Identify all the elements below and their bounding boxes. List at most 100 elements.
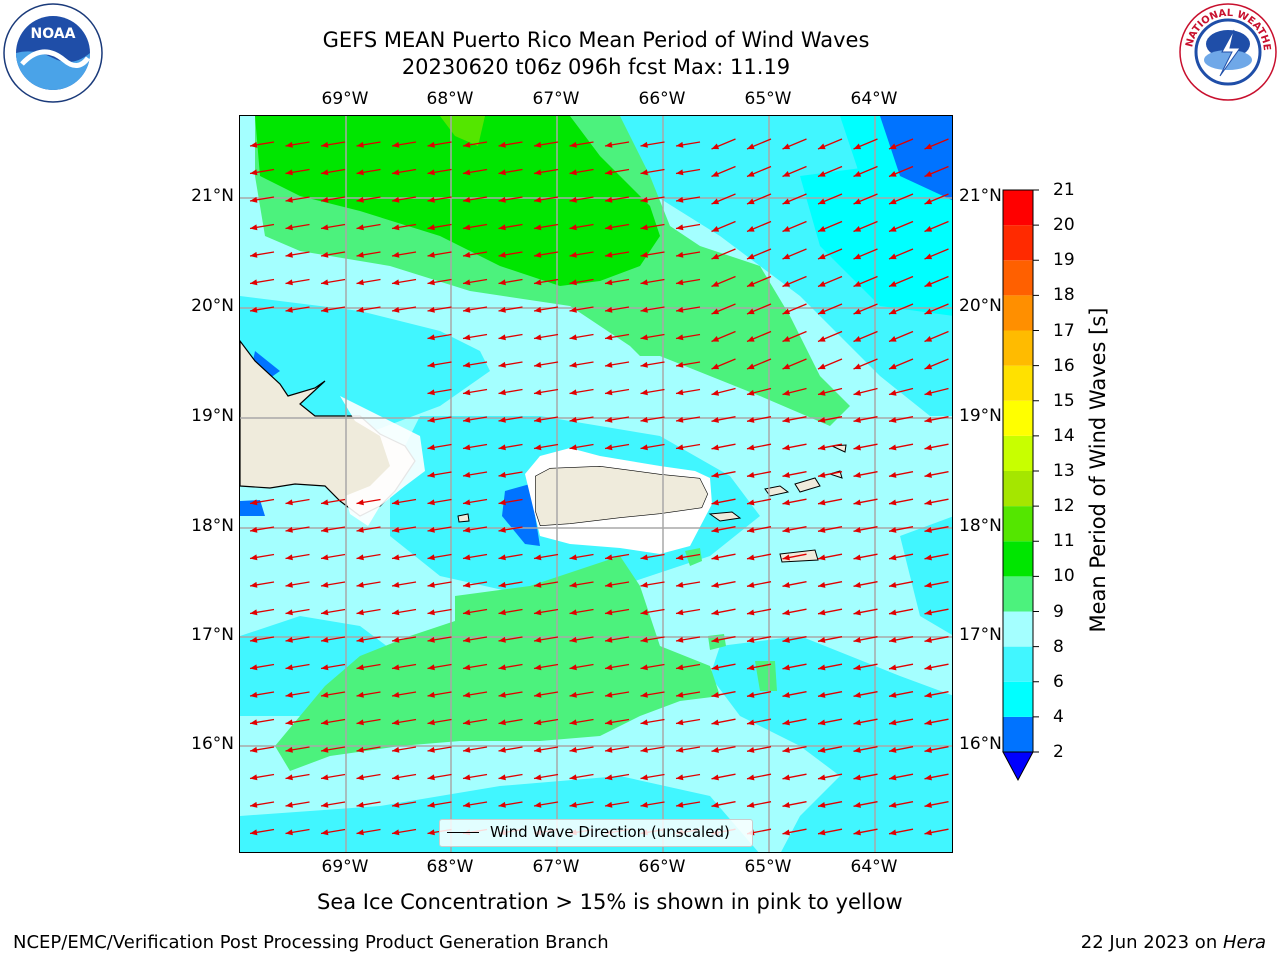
wind-arrow-head [818,389,826,396]
wind-arrow-head [605,279,613,286]
colorbar [1002,189,1039,782]
chart-subtitle: 20230620 t06z 096h fcst Max: 11.19 [401,55,791,79]
field-10-11s-north [255,116,660,286]
wind-arrow-head [321,636,329,643]
legend-label: Wind Wave Direction (unscaled) [490,823,730,841]
wind-arrow-head [498,719,506,726]
wind-arrow-head [321,609,329,616]
wind-arrow-head [534,361,542,368]
wind-arrow-head [534,389,542,396]
wind-arrow-head [392,306,400,313]
wind-arrow-head [498,334,506,341]
colorbar-cell [1003,435,1033,471]
colorbar-cell [1003,646,1033,682]
wind-arrow-head [853,664,861,671]
wind-arrow-head [889,226,897,232]
wind-arrow-head [498,169,506,176]
wind-arrow-head [747,281,755,287]
wind-arrow-head [924,554,932,561]
wind-arrow-head [605,306,613,313]
wind-arrow-head [889,389,897,396]
wind-arrow-head [640,306,648,313]
colorbar-tick-label: 18 [1053,285,1075,306]
wind-arrow-head [605,746,613,753]
wind-arrow-head [782,308,791,315]
wind-arrow-head [356,251,364,258]
wind-arrow-head [924,664,932,671]
wind-arrow-head [747,609,755,616]
wind-arrow-head [782,389,791,396]
wind-arrow-head [676,361,684,368]
wind-arrow-head [924,363,933,370]
wind-arrow-head [818,527,826,533]
wind-arrow-head [676,279,684,286]
wind-arrow-head [676,306,684,313]
wind-arrow-head [711,609,719,616]
wind-arrow-head [924,198,933,205]
colorbar-cell [1003,260,1033,296]
wind-arrow-head [676,444,684,451]
wind-arrow-head [605,251,613,258]
wind-arrow-head [321,664,329,671]
wind-arrow-head [818,609,826,616]
wind-arrow-head [782,417,790,423]
wind-arrow-head [818,582,826,588]
wind-arrow-head [640,389,648,396]
wind-arrow-head [250,306,258,313]
wind-arrow-head [711,637,719,643]
wind-arrow-head [392,279,400,286]
wind-arrow-head [250,801,258,808]
wind-arrow-head [711,582,719,588]
wind-arrow-head [356,526,364,533]
wind-arrow-head [498,609,506,616]
wind-arrow-head [640,664,648,671]
wind-arrow-head [853,143,862,150]
wind-arrow-head [427,251,435,258]
lat-label-left: 16°N [191,734,234,754]
wind-arrow-head [569,361,577,368]
wind-arrow-head [853,253,862,260]
wind-arrow-head [534,581,542,588]
wind-arrow-head [463,499,471,506]
wind-arrow-head [285,279,293,286]
wind-arrow-head [569,719,577,726]
wind-arrow-head [356,691,364,698]
wind-arrow-head [889,719,897,726]
wind-arrow-head [676,664,684,671]
wind-arrow-head [853,171,862,177]
colorbar-tick-label: 13 [1053,461,1075,481]
wind-arrow-head [569,774,577,781]
wind-arrow-head [924,226,933,232]
wind-arrow-head [711,747,719,753]
wind-arrow-head [321,169,329,176]
wind-arrow-head [782,582,790,588]
vieques-island [708,511,742,522]
wind-arrow-head [321,279,329,286]
colorbar-tick-label: 17 [1053,320,1075,341]
wind-arrow-head [356,774,364,781]
wind-arrow-head [676,169,684,176]
wind-arrow-head [747,171,755,177]
wind-arrow-head [427,279,435,286]
wind-arrow-head [250,746,258,753]
wind-arrow-head [711,664,719,671]
wind-arrow-head [782,198,791,205]
colorbar-cell [1003,716,1033,752]
wind-arrow-head [392,141,400,148]
wind-arrow-head [853,363,862,370]
wind-arrow-head [782,719,790,726]
wind-arrow-head [782,253,791,260]
anegada-island [831,444,847,453]
wind-arrow-head [569,416,577,423]
wind-arrow-head [605,609,613,616]
wind-arrow-head [534,141,542,148]
wind-arrow-head [782,829,790,836]
wind-arrow-head [782,336,791,342]
footer-date: 22 Jun 2023 on Hera [1081,932,1266,953]
footer-date-text: 22 Jun 2023 on [1080,932,1223,953]
wind-arrow-head [463,801,471,808]
wind-arrow-head [285,251,293,258]
wind-arrow-head [498,361,506,368]
wind-arrow-head [463,389,471,396]
wind-arrow-head [818,692,826,698]
